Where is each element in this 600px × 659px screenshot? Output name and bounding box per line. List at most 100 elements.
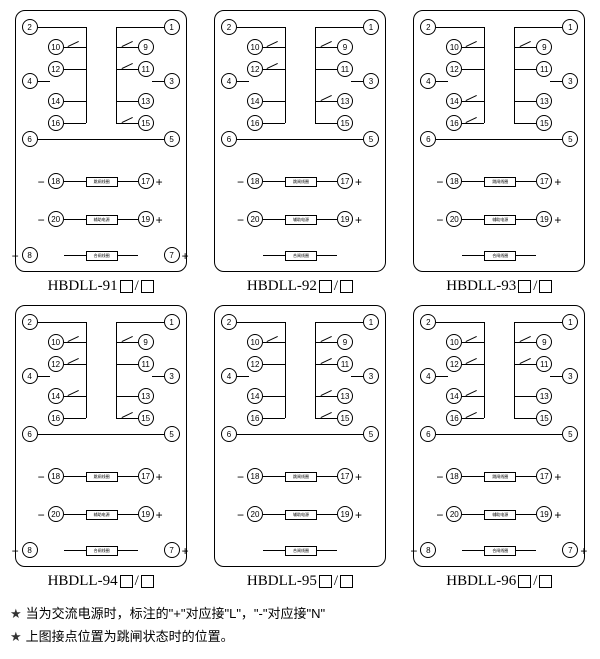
terminal: 6 bbox=[420, 426, 436, 442]
terminal: 13 bbox=[337, 93, 353, 109]
contact-switch bbox=[122, 41, 134, 47]
terminal: 19 bbox=[138, 506, 154, 522]
plus-icon: + bbox=[156, 470, 163, 484]
coil-box: 跳闸线圈 bbox=[484, 177, 516, 187]
minus-icon: − bbox=[237, 470, 244, 484]
terminal: 2 bbox=[420, 314, 436, 330]
wire bbox=[315, 27, 363, 28]
terminal: 12 bbox=[446, 61, 462, 77]
terminal: 14 bbox=[48, 388, 64, 404]
terminal: 16 bbox=[446, 410, 462, 426]
terminal: 4 bbox=[221, 73, 237, 89]
terminal: 5 bbox=[562, 131, 578, 147]
relay-unit: 24613510912111413161518172019跳闸线圈辅助电源合闸线… bbox=[209, 305, 390, 590]
wire bbox=[116, 396, 138, 397]
contact-switch bbox=[68, 41, 80, 47]
relay-panel: 2468135710912111413161518172019跳闸线圈辅助电源合… bbox=[413, 305, 585, 567]
wire-bus bbox=[116, 322, 117, 418]
terminal: 1 bbox=[562, 314, 578, 330]
minus-icon: − bbox=[38, 470, 45, 484]
minus-icon: − bbox=[237, 175, 244, 189]
wire bbox=[514, 342, 536, 343]
wire bbox=[116, 101, 138, 102]
terminal: 14 bbox=[247, 388, 263, 404]
contact-switch bbox=[321, 95, 333, 101]
wire bbox=[38, 322, 86, 323]
terminal: 8 bbox=[420, 542, 436, 558]
contact-switch bbox=[466, 358, 478, 364]
terminal: 16 bbox=[446, 115, 462, 131]
terminal: 18 bbox=[48, 468, 64, 484]
terminal: 6 bbox=[22, 131, 38, 147]
wire bbox=[514, 396, 536, 397]
plus-icon: + bbox=[554, 213, 561, 227]
terminal: 3 bbox=[164, 368, 180, 384]
contact-switch bbox=[466, 41, 478, 47]
placeholder-box bbox=[120, 280, 133, 293]
terminal: 7 bbox=[164, 542, 180, 558]
terminal: 4 bbox=[221, 368, 237, 384]
wire bbox=[152, 81, 164, 82]
terminal: 16 bbox=[48, 115, 64, 131]
plus-icon: + bbox=[355, 213, 362, 227]
terminal: 12 bbox=[48, 356, 64, 372]
terminal: 4 bbox=[420, 368, 436, 384]
plus-icon: + bbox=[580, 544, 587, 558]
wire bbox=[38, 27, 86, 28]
relay-panel: 24613510912111413161518172019跳闸线圈辅助电源合闸线… bbox=[214, 305, 386, 567]
terminal: 17 bbox=[536, 468, 552, 484]
contact-switch bbox=[321, 412, 333, 418]
terminal: 1 bbox=[363, 19, 379, 35]
terminal: 11 bbox=[138, 356, 154, 372]
wire bbox=[237, 27, 285, 28]
terminal: 20 bbox=[48, 506, 64, 522]
terminal: 5 bbox=[164, 426, 180, 442]
terminal: 1 bbox=[363, 314, 379, 330]
terminal: 13 bbox=[138, 388, 154, 404]
contact-switch bbox=[267, 41, 279, 47]
wire-bus bbox=[285, 322, 286, 418]
contact-switch bbox=[466, 95, 478, 101]
terminal: 20 bbox=[446, 211, 462, 227]
placeholder-box bbox=[518, 280, 531, 293]
terminal: 1 bbox=[164, 314, 180, 330]
note-line-2: ★上图接点位置为跳闸状态时的位置。 bbox=[10, 625, 590, 648]
star-icon: ★ bbox=[10, 629, 22, 644]
contact-switch bbox=[466, 390, 478, 396]
terminal: 12 bbox=[446, 356, 462, 372]
wire bbox=[38, 376, 50, 377]
wire bbox=[514, 123, 536, 124]
terminal: 17 bbox=[337, 173, 353, 189]
terminal: 9 bbox=[138, 39, 154, 55]
coil-box: 辅助电源 bbox=[86, 215, 118, 225]
terminal: 8 bbox=[22, 247, 38, 263]
placeholder-box bbox=[141, 575, 154, 588]
terminal: 9 bbox=[138, 334, 154, 350]
coil-box: 辅助电源 bbox=[484, 215, 516, 225]
coil-box: 合闸线圈 bbox=[86, 546, 118, 556]
terminal: 11 bbox=[536, 356, 552, 372]
wire bbox=[263, 123, 285, 124]
terminal: 20 bbox=[48, 211, 64, 227]
terminal: 18 bbox=[247, 468, 263, 484]
terminal: 2 bbox=[22, 19, 38, 35]
placeholder-box bbox=[340, 575, 353, 588]
placeholder-box bbox=[120, 575, 133, 588]
wire bbox=[315, 396, 337, 397]
terminal: 3 bbox=[562, 73, 578, 89]
contact-switch bbox=[68, 358, 80, 364]
contact-switch bbox=[122, 63, 134, 69]
terminal: 11 bbox=[337, 356, 353, 372]
terminal: 15 bbox=[536, 115, 552, 131]
wire bbox=[64, 396, 86, 397]
terminal: 3 bbox=[164, 73, 180, 89]
plus-icon: + bbox=[156, 508, 163, 522]
star-icon: ★ bbox=[10, 606, 22, 621]
model-caption: HBDLL-94/ bbox=[48, 573, 154, 590]
contact-switch bbox=[520, 358, 532, 364]
minus-icon: − bbox=[436, 175, 443, 189]
wire bbox=[64, 123, 86, 124]
wire bbox=[514, 69, 536, 70]
terminal: 15 bbox=[337, 115, 353, 131]
wire bbox=[116, 123, 138, 124]
